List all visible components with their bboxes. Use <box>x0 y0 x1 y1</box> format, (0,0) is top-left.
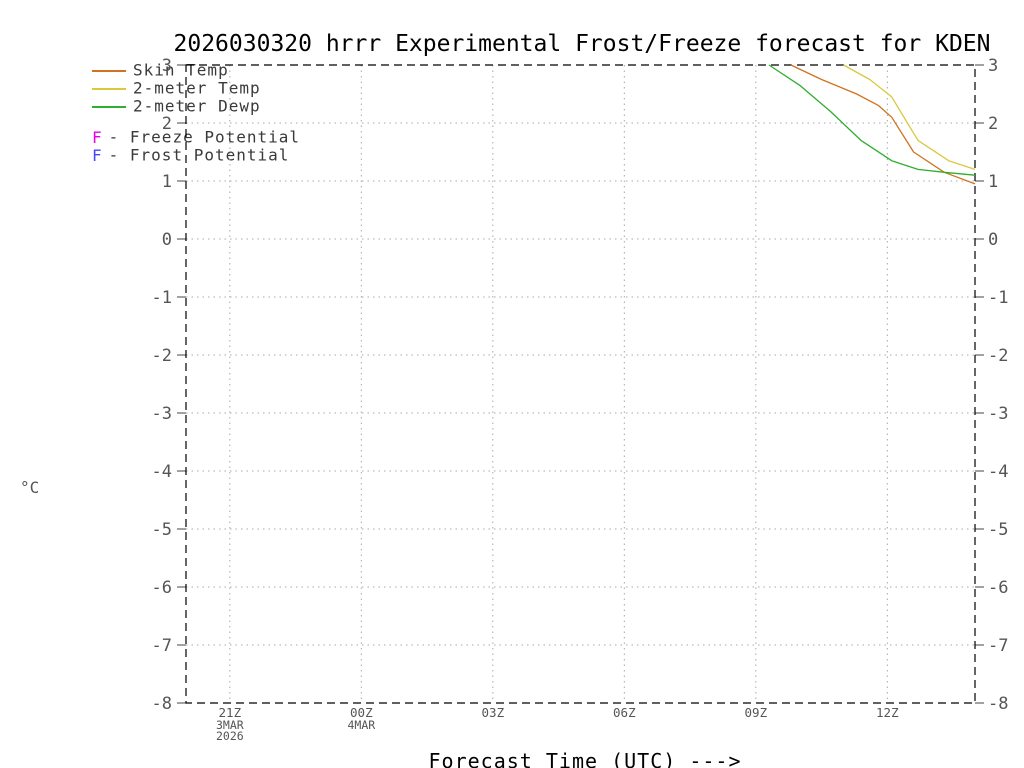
y-tick-label-left: 0 <box>162 230 172 250</box>
legend-item-2m-temp: 2-meter Temp <box>92 79 300 97</box>
y-tick-label-left: 1 <box>162 172 172 192</box>
legend-label-freeze-potential: - Freeze Potential <box>108 127 301 147</box>
x-tick-sublabel: 3MAR <box>216 718 244 732</box>
series-line-2-meter-dewp <box>768 64 976 176</box>
freeze-potential-symbol: F <box>92 127 103 147</box>
x-tick-label: 12Z <box>876 705 899 720</box>
x-tick-sublabel: 2026 <box>216 729 244 743</box>
frost-potential-symbol: F <box>92 145 103 165</box>
x-axis-label: Forecast Time (UTC) ---> <box>428 749 742 768</box>
legend-item-freeze-potential: F- Freeze Potential <box>92 128 300 146</box>
y-tick-label-right: -5 <box>988 520 1008 540</box>
y-tick-label-left: -7 <box>152 636 172 656</box>
series-line-skin-temp <box>790 64 976 185</box>
y-tick-label-right: 0 <box>988 230 998 250</box>
y-tick-label-right: -7 <box>988 636 1008 656</box>
page-title: 2026030320 hrrr Experimental Frost/Freez… <box>173 31 991 57</box>
y-tick-label-right: -6 <box>988 578 1008 598</box>
legend-label-frost-potential: - Frost Potential <box>108 145 290 165</box>
y-tick-label-left: -3 <box>152 404 172 424</box>
y-tick-label-right: -3 <box>988 404 1008 424</box>
y-tick-label-left: 2 <box>162 114 172 134</box>
y-axis-label: °C <box>20 478 40 497</box>
series-line-2-meter-temp <box>843 64 976 171</box>
x-tick-label: 00Z <box>350 705 373 720</box>
y-tick-label-right: -2 <box>988 346 1008 366</box>
x-tick-label: 06Z <box>613 705 636 720</box>
skin-temp-line-swatch <box>92 69 126 72</box>
legend-item-frost-potential: F- Frost Potential <box>92 146 300 164</box>
y-tick-label-right: 3 <box>988 56 998 76</box>
x-tick-label: 09Z <box>745 705 768 720</box>
y-tick-label-right: -8 <box>988 694 1008 714</box>
y-tick-label-left: -8 <box>152 694 172 714</box>
y-tick-label-left: -2 <box>152 346 172 366</box>
y-tick-label-left: -4 <box>152 462 172 482</box>
y-tick-label-right: -4 <box>988 462 1008 482</box>
y-tick-label-left: -1 <box>152 288 172 308</box>
y-tick-label-right: -1 <box>988 288 1008 308</box>
y-tick-label-right: 2 <box>988 114 998 134</box>
legend-label-2m-temp: 2-meter Temp <box>133 78 261 98</box>
y-tick-label-left: -5 <box>152 520 172 540</box>
legend-item-2m-dewp: 2-meter Dewp <box>92 97 300 115</box>
y-tick-label-right: 1 <box>988 172 998 192</box>
x-tick-label: 21Z <box>219 705 242 720</box>
chart-legend: Skin Temp 2-meter Temp 2-meter Dewp F- F… <box>92 61 300 164</box>
legend-label-2m-dewp: 2-meter Dewp <box>133 96 261 116</box>
x-tick-label: 03Z <box>482 705 505 720</box>
y-tick-label-left: -6 <box>152 578 172 598</box>
y-tick-label-left: 3 <box>162 56 172 76</box>
potential-legend-block: F- Freeze Potential F- Frost Potential <box>92 128 300 164</box>
2m-temp-line-swatch <box>92 87 126 90</box>
plot-border <box>185 64 976 704</box>
2m-dewp-line-swatch <box>92 105 126 108</box>
x-tick-sublabel: 4MAR <box>347 718 375 732</box>
